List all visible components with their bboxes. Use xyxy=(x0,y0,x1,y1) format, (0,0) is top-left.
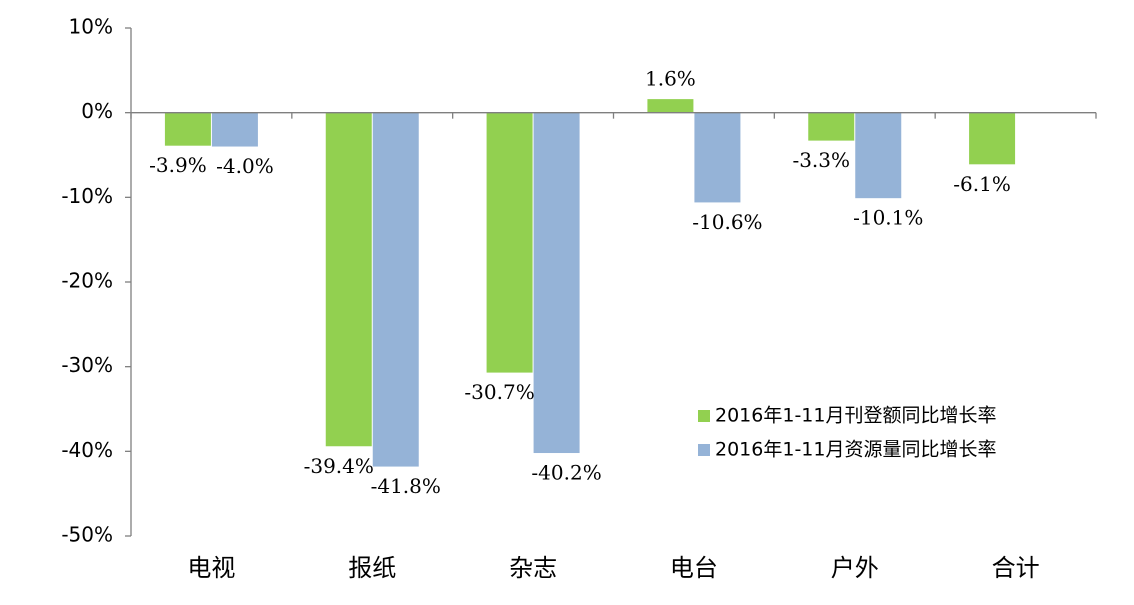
bar-s1-1 xyxy=(372,112,419,467)
bar-s0-3 xyxy=(647,99,694,113)
y-tick-label: -40% xyxy=(61,438,113,462)
legend-swatch-1 xyxy=(698,444,710,456)
bar-s0-2 xyxy=(486,112,533,373)
data-label-s0-5: -6.1% xyxy=(953,172,1011,196)
category-label: 合计 xyxy=(992,554,1040,582)
bar-s1-4 xyxy=(855,112,902,199)
bar-s1-2 xyxy=(533,112,580,454)
data-label-s0-4: -3.3% xyxy=(792,148,850,172)
category-label: 电台 xyxy=(670,554,718,582)
data-label-s1-2: -40.2% xyxy=(531,461,601,485)
legend-label-0: 2016年1-11月刊登额同比增长率 xyxy=(715,405,996,427)
bar-s0-4 xyxy=(808,112,855,141)
legend-swatch-0 xyxy=(698,410,710,422)
data-labels-layer: -3.9% -39.4% -30.7% 1.6% -3.3% -6.1% -4.0% -41.… xyxy=(149,67,1011,498)
data-label-s0-1: -39.4% xyxy=(304,454,374,478)
data-label-s0-3: 1.6% xyxy=(645,67,696,91)
legend: 2016年1-11月刊登额同比增长率 2016年1-11月资源量同比增长率 xyxy=(698,405,996,461)
category-label: 报纸 xyxy=(348,554,396,582)
bar-s0-1 xyxy=(325,112,372,447)
bars-layer xyxy=(164,99,1016,467)
data-label-s1-4: -10.1% xyxy=(853,206,923,230)
y-tick-label: -30% xyxy=(61,353,113,377)
y-tick-label: -50% xyxy=(61,523,113,547)
data-label-s1-0: -4.0% xyxy=(216,154,274,178)
y-tick-label: 0% xyxy=(81,99,113,123)
bar-s1-3 xyxy=(694,112,741,203)
y-tick-label: -10% xyxy=(61,184,113,208)
axes-layer: 10% 0% -10% -20% -30% -40% -50% 电视 报纸 杂志 电台 户外 合计 xyxy=(61,15,1097,582)
bar-s0-5 xyxy=(969,112,1016,165)
bar-s1-0 xyxy=(211,112,258,147)
category-label: 电视 xyxy=(187,554,235,582)
data-label-s1-3: -10.6% xyxy=(692,210,762,234)
data-label-s0-0: -3.9% xyxy=(149,153,207,177)
category-label: 户外 xyxy=(831,554,879,582)
data-label-s1-1: -41.8% xyxy=(371,474,441,498)
legend-label-1: 2016年1-11月资源量同比增长率 xyxy=(715,439,996,461)
y-tick-label: 10% xyxy=(69,15,113,39)
data-label-s0-2: -30.7% xyxy=(464,380,534,404)
y-tick-label: -20% xyxy=(61,269,113,293)
bar-s0-0 xyxy=(164,112,211,146)
category-label: 杂志 xyxy=(509,554,557,582)
